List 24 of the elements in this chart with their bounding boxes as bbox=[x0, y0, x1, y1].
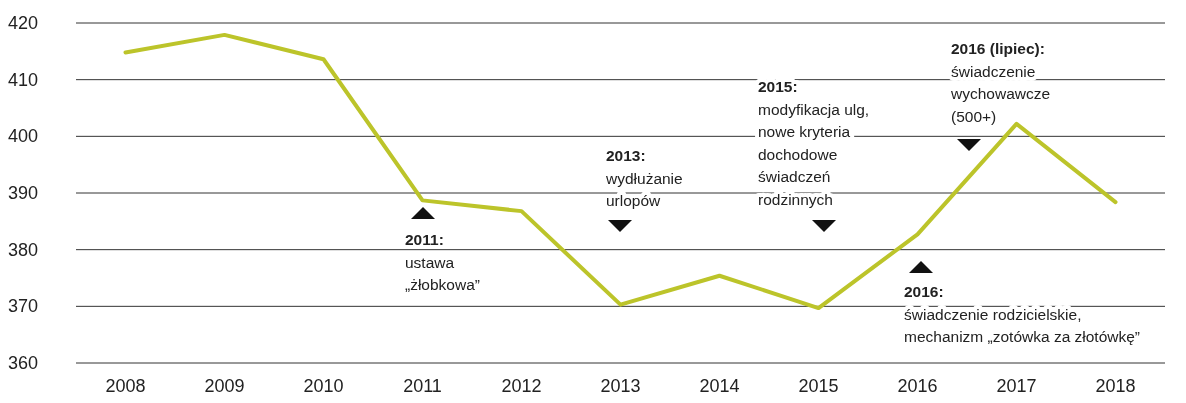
line-series bbox=[123, 32, 1118, 311]
annotation: 2016 (lipiec): świadczenie wychowawcze (500+) bbox=[950, 40, 1051, 125]
y-tick-label: 410 bbox=[8, 69, 39, 90]
annotation: 2011: ustawa „żłobkowa” bbox=[405, 231, 480, 293]
x-tick-label: 2010 bbox=[303, 375, 344, 396]
x-tick-label: 2011 bbox=[403, 375, 442, 396]
x-tick-label: 2012 bbox=[501, 375, 542, 396]
x-tick-label: 2016 bbox=[897, 375, 938, 396]
x-tick-label: 2009 bbox=[204, 375, 245, 396]
annotation: 2013: wydłużanie urlopów bbox=[605, 147, 683, 209]
y-tick-label: 420 bbox=[8, 13, 39, 33]
y-tick-label: 380 bbox=[8, 239, 39, 260]
y-tick-label: 390 bbox=[8, 183, 39, 203]
x-tick-label: 2017 bbox=[996, 375, 1037, 396]
x-tick-label: 2014 bbox=[699, 375, 740, 396]
y-tick-label: 360 bbox=[8, 353, 39, 373]
x-tick-label: 2018 bbox=[1095, 375, 1136, 396]
x-tick-label: 2008 bbox=[105, 375, 146, 396]
annotation: 2016: świadczenie rodzicielskie, mechanizm „zotówka za złotówkę” bbox=[904, 283, 1141, 345]
y-tick-label: 400 bbox=[8, 126, 39, 147]
x-tick-label: 2013 bbox=[600, 375, 641, 396]
x-tick-label: 2015 bbox=[798, 375, 839, 396]
annotation: 2015: modyfikacja ulg, nowe kryteria dochodowe świadczeń rodzinnych bbox=[758, 78, 870, 208]
y-tick-label: 370 bbox=[8, 296, 39, 317]
